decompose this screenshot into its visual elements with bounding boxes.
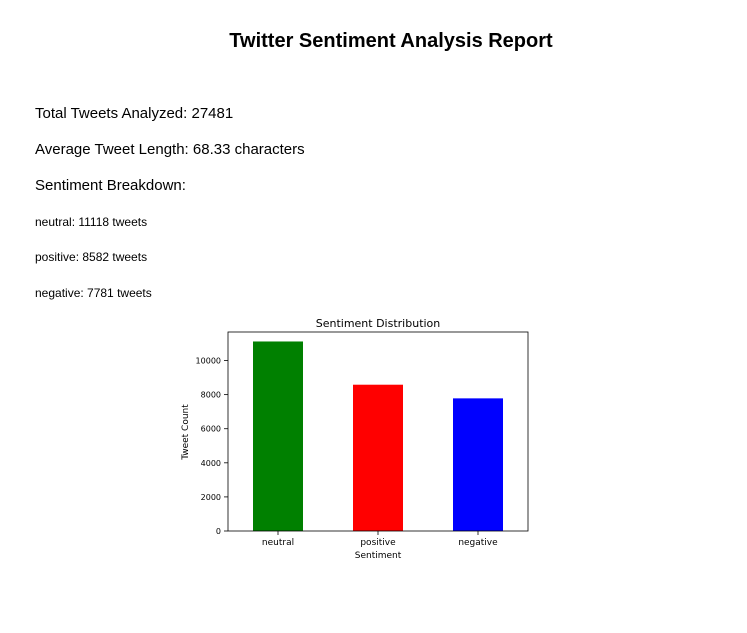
bar-positive (353, 384, 403, 531)
average-length-line: Average Tweet Length: 68.33 characters (35, 141, 305, 158)
y-tick-label-0: 0 (216, 527, 221, 536)
sentiment-bar-chart: Sentiment Distribution Sentiment Tweet C… (181, 317, 529, 561)
plot-area: neutral positive negative 0 2000 4000 6000 8000… (196, 331, 529, 548)
bar-neutral (253, 341, 303, 531)
breakdown-negative: negative: 7781 tweets (35, 286, 152, 300)
chart-title: Sentiment Distribution (316, 317, 441, 330)
x-tick-label-negative: negative (458, 538, 498, 548)
report-title: Twitter Sentiment Analysis Report (229, 30, 553, 52)
y-tick-label-6000: 6000 (201, 425, 221, 434)
bar-negative (453, 398, 503, 531)
x-tick-label-positive: positive (360, 538, 396, 548)
y-tick-label-8000: 8000 (201, 391, 221, 400)
y-tick-label-4000: 4000 (201, 459, 221, 468)
breakdown-heading: Sentiment Breakdown: (35, 177, 186, 194)
x-tick-label-neutral: neutral (262, 538, 294, 548)
breakdown-positive: positive: 8582 tweets (35, 250, 148, 264)
breakdown-neutral: neutral: 11118 tweets (35, 215, 148, 229)
total-tweets-line: Total Tweets Analyzed: 27481 (35, 105, 234, 122)
y-axis-label: Tweet Count (181, 404, 191, 461)
plot-frame (227, 331, 529, 532)
y-tick-label-2000: 2000 (201, 493, 221, 502)
x-axis-label: Sentiment (355, 551, 402, 561)
y-tick-label-10000: 10000 (196, 357, 221, 366)
